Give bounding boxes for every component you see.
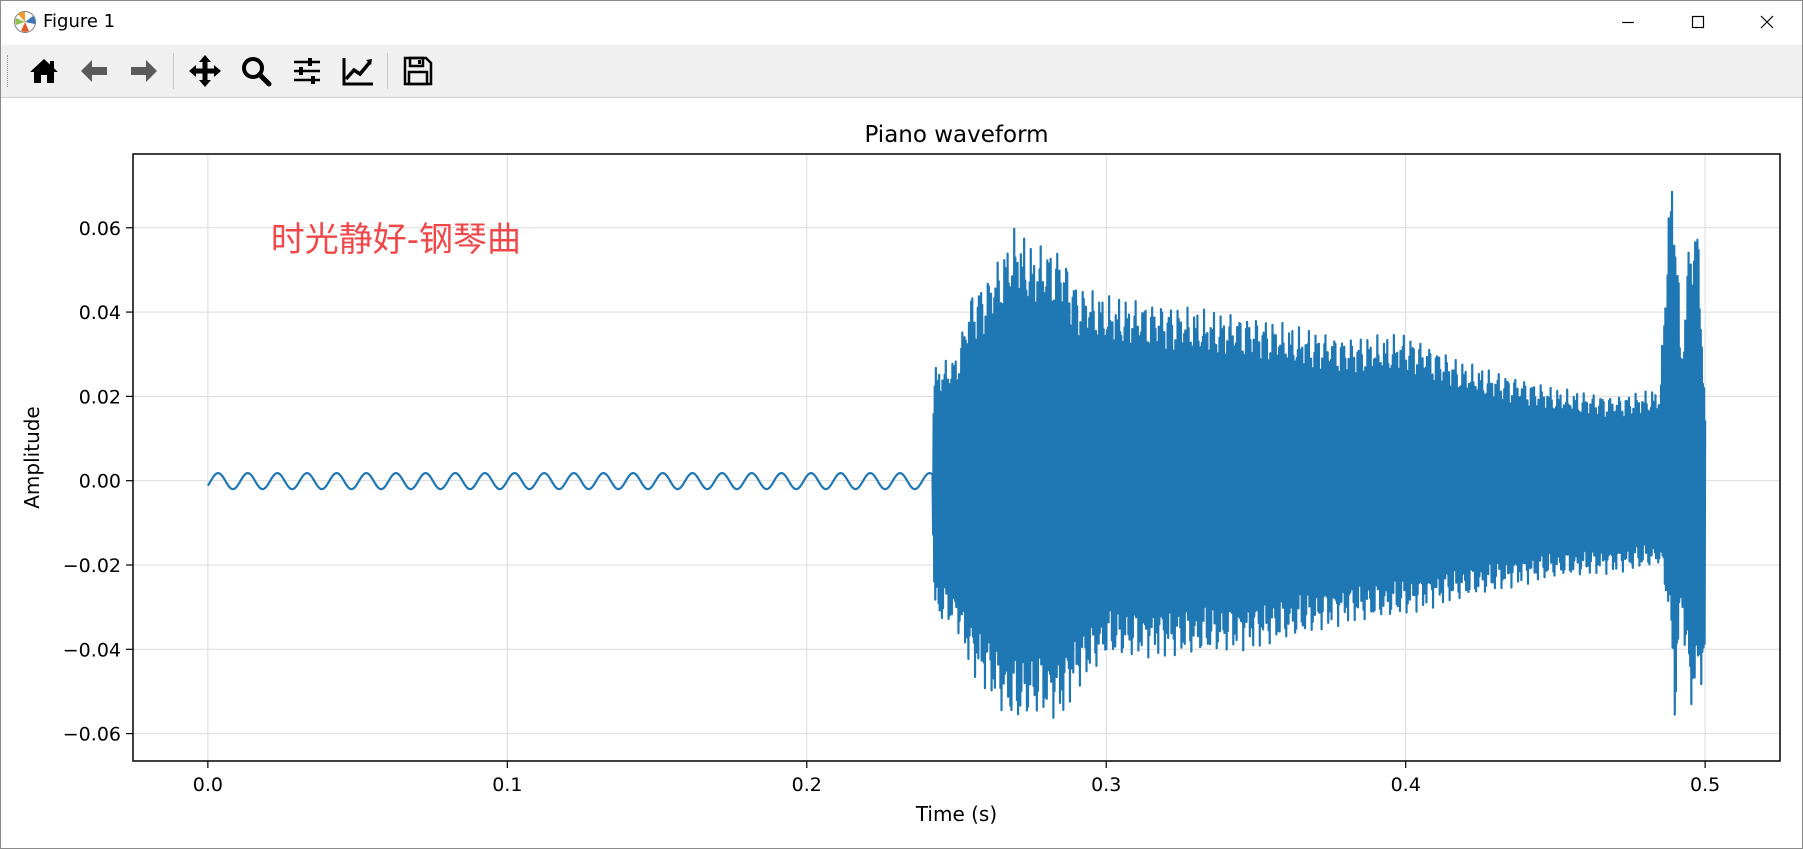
save-icon (403, 56, 433, 86)
toolbar-grip[interactable] (7, 55, 11, 87)
pan-button[interactable] (184, 51, 226, 91)
y-tick-label: −0.02 (63, 555, 121, 577)
y-tick-label: −0.04 (63, 639, 121, 661)
navigation-toolbar (1, 45, 1802, 98)
maximize-button[interactable] (1663, 1, 1733, 43)
figure-canvas[interactable]: 0.0 0.1 0.2 0.3 0.4 0.5 −0.06 −0.04 −0.02 0.00 0.0… (1, 98, 1802, 848)
waveform-series (206, 190, 1707, 719)
y-axis-label: Amplitude (20, 406, 44, 509)
edit-axis-button[interactable] (337, 51, 379, 91)
close-button[interactable] (1732, 1, 1802, 43)
edit-axis-icon (342, 58, 373, 86)
back-button[interactable] (73, 51, 115, 91)
x-tick-label: 0.0 (193, 774, 223, 796)
x-tick-label: 0.1 (492, 774, 522, 796)
maximize-icon (1691, 15, 1705, 29)
arrow-right-icon (131, 60, 157, 82)
home-button[interactable] (23, 51, 65, 91)
y-tick-label: −0.06 (63, 724, 121, 746)
y-tick-label: 0.04 (79, 302, 121, 324)
matplotlib-logo-icon (14, 11, 36, 33)
y-tick-label: 0.02 (79, 386, 121, 408)
zoom-button[interactable] (235, 51, 277, 91)
close-icon (1760, 15, 1774, 29)
x-tick-label: 0.3 (1091, 774, 1121, 796)
home-icon (30, 59, 58, 83)
x-tick-label: 0.4 (1391, 774, 1421, 796)
title-bar[interactable]: Figure 1 (1, 1, 1802, 43)
minimize-button[interactable] (1593, 1, 1663, 43)
window-title: Figure 1 (43, 11, 116, 32)
axes-frame (132, 153, 1781, 762)
save-button[interactable] (397, 51, 439, 91)
x-tick-label: 0.5 (1690, 774, 1720, 796)
ticks: 0.0 0.1 0.2 0.3 0.4 0.5 −0.06 −0.04 −0.02 0.00 0.0… (63, 218, 1720, 796)
forward-button[interactable] (123, 51, 165, 91)
arrow-left-icon (81, 60, 107, 82)
zoom-icon (242, 57, 272, 87)
configure-subplots-button[interactable] (286, 51, 328, 91)
pan-icon (189, 55, 221, 87)
x-axis-label: Time (s) (915, 802, 997, 826)
subplots-icon (294, 58, 320, 84)
chart-title: Piano waveform (864, 122, 1048, 148)
toolbar-separator (173, 53, 174, 89)
toolbar-separator (387, 53, 388, 89)
y-tick-label: 0.06 (79, 218, 121, 240)
y-tick-label: 0.00 (79, 471, 121, 493)
waveform-line (206, 190, 1707, 719)
minimize-icon (1622, 21, 1634, 24)
plot-svg[interactable]: 0.0 0.1 0.2 0.3 0.4 0.5 −0.06 −0.04 −0.02 0.00 0.0… (1, 98, 1802, 848)
chart-annotation: 时光静好-钢琴曲 (271, 220, 521, 260)
x-tick-label: 0.2 (792, 774, 822, 796)
